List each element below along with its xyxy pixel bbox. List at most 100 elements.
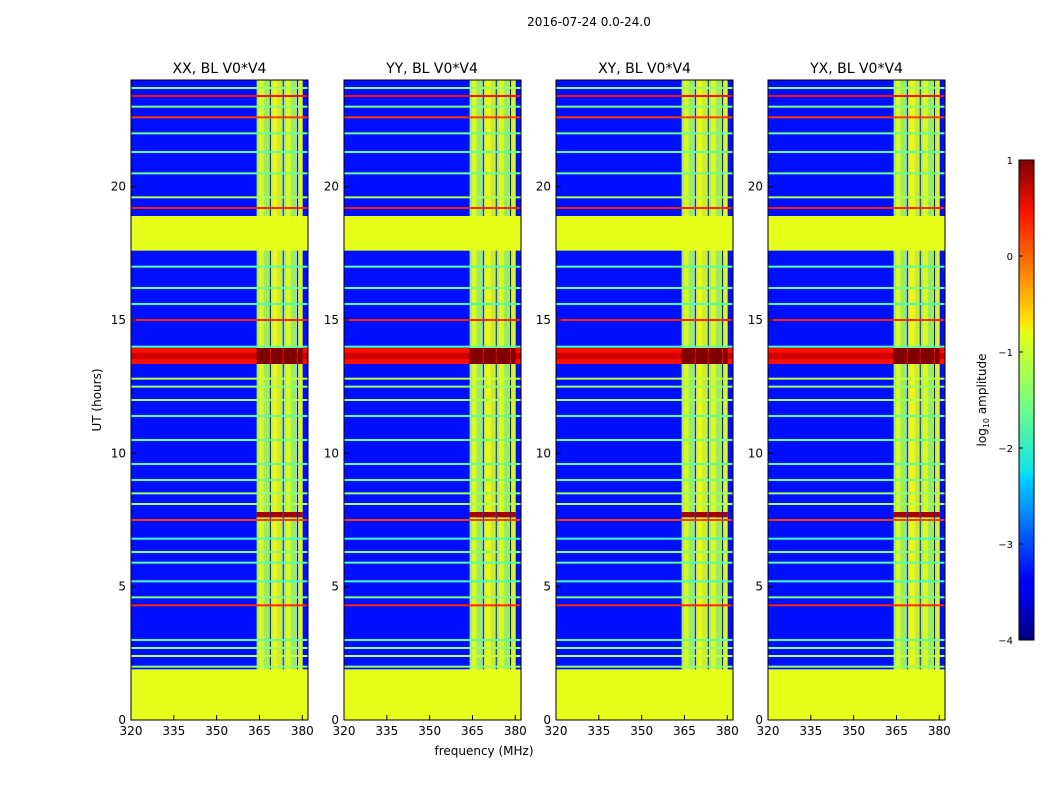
bright-event bbox=[907, 512, 920, 518]
colorbar-tick-label: 1 bbox=[1007, 156, 1013, 167]
bright-event bbox=[695, 512, 708, 518]
time-line bbox=[556, 105, 733, 108]
time-line bbox=[768, 503, 945, 505]
time-line bbox=[556, 415, 733, 417]
bright-event bbox=[893, 512, 907, 518]
bright-event bbox=[935, 348, 940, 364]
time-line bbox=[556, 196, 733, 199]
bright-event bbox=[469, 348, 483, 364]
time-line bbox=[344, 537, 521, 540]
colorbar-label: log10 amplitude bbox=[975, 354, 991, 447]
flagged-range bbox=[768, 669, 945, 720]
time-line bbox=[768, 519, 945, 521]
time-line bbox=[131, 345, 308, 348]
time-line bbox=[556, 561, 733, 564]
time-line bbox=[556, 151, 733, 153]
time-line bbox=[768, 303, 945, 305]
colorbar-ticks: 1 0 −1 −2 −3 −4 bbox=[998, 156, 1023, 647]
time-line bbox=[556, 95, 733, 97]
bright-event bbox=[893, 348, 907, 364]
time-line bbox=[768, 151, 945, 153]
colorbar-label-base: log bbox=[975, 428, 989, 446]
time-line bbox=[344, 551, 521, 553]
bright-event bbox=[768, 352, 945, 360]
panel-title: YX, BL V0*V4 bbox=[809, 61, 903, 77]
flagged-range bbox=[131, 669, 308, 720]
time-line bbox=[131, 492, 308, 495]
time-line bbox=[556, 519, 733, 521]
y-tick-label: 10 bbox=[111, 446, 126, 460]
colorbar-tick-label: 0 bbox=[1007, 252, 1013, 263]
time-line bbox=[131, 479, 308, 481]
bright-event bbox=[496, 348, 511, 364]
time-line bbox=[768, 399, 945, 401]
time-line bbox=[556, 580, 733, 583]
time-line bbox=[344, 172, 521, 175]
time-line bbox=[131, 596, 308, 599]
time-line bbox=[131, 439, 308, 441]
x-tick-label: 335 bbox=[162, 724, 185, 738]
time-line bbox=[768, 116, 945, 119]
axes-frame bbox=[130, 79, 309, 721]
y-tick-label: 15 bbox=[324, 313, 339, 327]
x-tick-label: 380 bbox=[928, 724, 951, 738]
time-line bbox=[344, 561, 521, 564]
x-tick-label: 335 bbox=[799, 724, 822, 738]
time-line bbox=[344, 519, 521, 521]
bright-event bbox=[511, 512, 516, 518]
flagged-range bbox=[556, 216, 733, 251]
time-line bbox=[556, 596, 733, 599]
panel-xy: XY, BL V0*V4 320 335 350 365 380 0 5 10 15 20 bbox=[536, 61, 739, 738]
time-line bbox=[768, 95, 945, 97]
colorbar-tick-label: −3 bbox=[998, 540, 1013, 551]
time-line bbox=[556, 385, 733, 388]
y-tick-label: 10 bbox=[324, 446, 339, 460]
bright-event bbox=[708, 348, 723, 364]
x-tick-label: 320 bbox=[545, 724, 568, 738]
time-line bbox=[556, 377, 733, 380]
bright-event bbox=[283, 348, 298, 364]
time-line bbox=[131, 665, 308, 668]
time-line bbox=[556, 87, 733, 89]
time-line bbox=[556, 492, 733, 495]
x-axis-label: frequency (MHz) bbox=[434, 744, 533, 758]
time-line bbox=[131, 132, 308, 135]
time-line bbox=[131, 116, 308, 119]
time-line bbox=[768, 604, 945, 607]
flagged-range bbox=[556, 669, 733, 720]
time-line bbox=[131, 647, 308, 649]
time-line bbox=[131, 551, 308, 553]
bright-event bbox=[298, 512, 303, 518]
bright-event bbox=[695, 348, 708, 364]
time-line bbox=[344, 479, 521, 481]
colorbar-tick-label: −4 bbox=[998, 636, 1013, 647]
time-line bbox=[556, 655, 733, 657]
x-tick-label: 365 bbox=[673, 724, 696, 738]
heatmap-area: 320 335 350 365 380 0 5 10 15 20 bbox=[536, 79, 739, 738]
y-tick-label: 5 bbox=[118, 580, 126, 594]
suptitle: 2016-07-24 0.0-24.0 bbox=[527, 15, 651, 29]
axes-frame bbox=[555, 79, 734, 721]
time-line bbox=[768, 105, 945, 108]
bright-event bbox=[907, 348, 920, 364]
time-line bbox=[344, 87, 521, 89]
time-line bbox=[344, 151, 521, 153]
y-axis-label: UT (hours) bbox=[90, 368, 104, 431]
bright-event bbox=[920, 512, 935, 518]
time-line bbox=[556, 463, 733, 465]
time-line bbox=[131, 377, 308, 380]
time-line bbox=[344, 303, 521, 305]
time-line bbox=[556, 604, 733, 607]
panel-title: XX, BL V0*V4 bbox=[173, 61, 267, 77]
time-line bbox=[131, 639, 308, 641]
time-line bbox=[556, 639, 733, 641]
time-line bbox=[556, 287, 733, 289]
x-tick-label: 380 bbox=[716, 724, 739, 738]
time-line bbox=[131, 604, 308, 607]
time-line bbox=[131, 265, 308, 268]
y-tick-label: 20 bbox=[536, 180, 551, 194]
bright-event bbox=[270, 348, 283, 364]
time-line bbox=[768, 415, 945, 417]
time-line bbox=[768, 639, 945, 641]
time-line bbox=[768, 319, 945, 321]
